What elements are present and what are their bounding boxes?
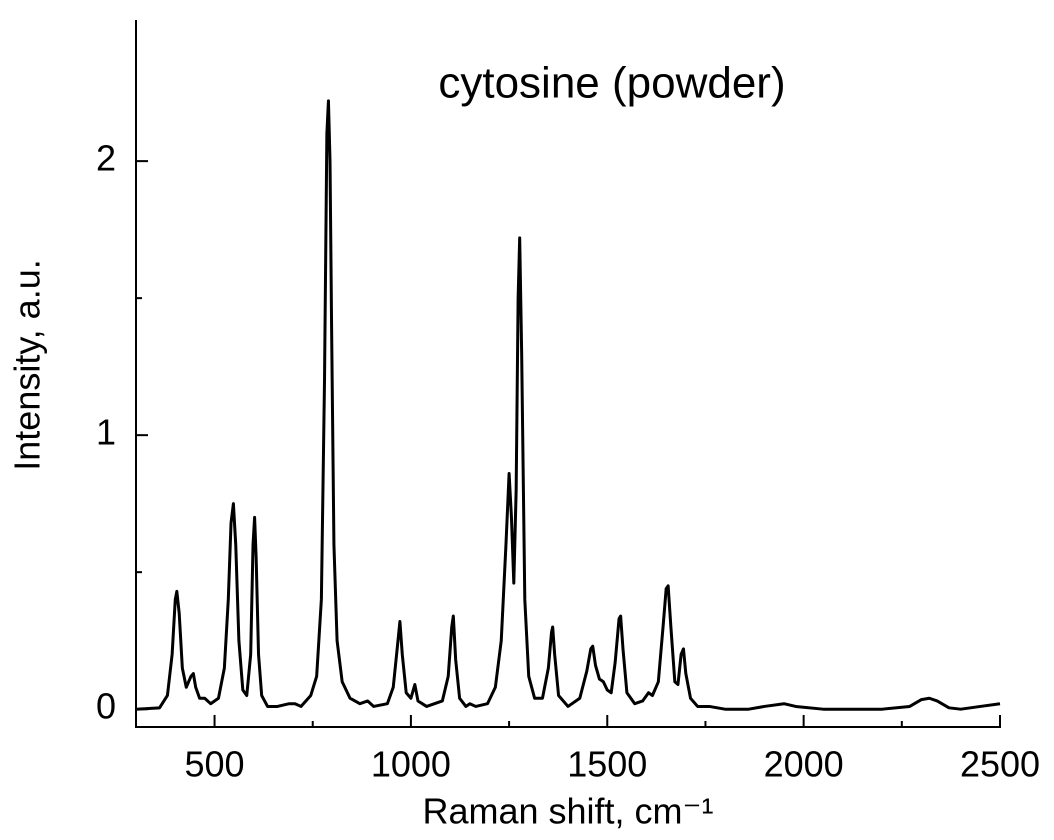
y-tick-label: 2 <box>96 138 116 179</box>
x-tick-label: 500 <box>185 744 245 785</box>
x-tick-label: 2500 <box>960 744 1040 785</box>
spectrum-line <box>135 99 1001 711</box>
chart-title: cytosine (powder) <box>438 59 785 108</box>
y-tick-label: 0 <box>96 686 116 727</box>
x-tick-label: 1500 <box>567 744 647 785</box>
y-tick-label: 1 <box>96 412 116 453</box>
x-tick-label: 1000 <box>371 744 451 785</box>
x-axis-label: Raman shift, cm⁻¹ <box>422 791 713 832</box>
x-tick-label: 2000 <box>764 744 844 785</box>
y-axis-label: Intensity, a.u. <box>7 259 48 470</box>
